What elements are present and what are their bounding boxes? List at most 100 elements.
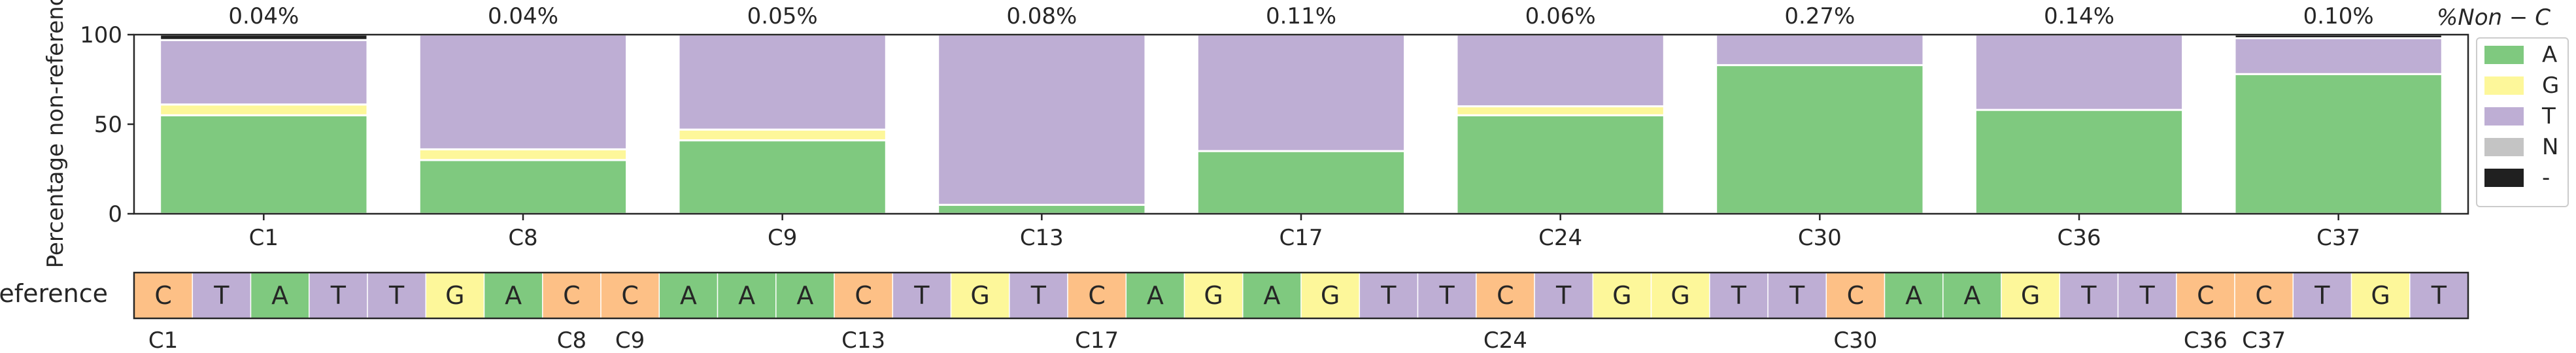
reference-base-letter: C [563, 281, 581, 310]
bar-segment-C13-A [937, 203, 1147, 215]
reference-base-cell [1359, 272, 1419, 319]
reference-base-cell [1300, 272, 1361, 319]
reference-base-letter: G [445, 281, 464, 310]
reference-base-cell [1125, 272, 1185, 319]
reference-base-letter: C [154, 281, 172, 310]
bar-segment-C1-G [159, 103, 369, 116]
position-marker-label: C36 [2184, 328, 2228, 353]
position-marker-label: C30 [1833, 328, 1877, 353]
x-tick-label: C30 [1798, 225, 1842, 251]
legend-label: G [2542, 73, 2559, 99]
reference-base-letter: A [1905, 281, 1922, 310]
bar-segment-C24-A [1455, 114, 1665, 215]
reference-base-letter: G [970, 281, 989, 310]
reference-base-cell [2409, 272, 2469, 319]
position-marker-label: C17 [1075, 328, 1119, 353]
x-tick-label: C37 [2316, 225, 2360, 251]
position-markers: C1 C8 C9 C13 C17 C24 C30 C36 C37 [148, 328, 2286, 353]
bar-segment-C37-T [2233, 37, 2443, 75]
bar-segment-C9-A [677, 139, 887, 215]
reference-base-cell [834, 272, 894, 319]
reference-base-letter: T [2139, 281, 2155, 310]
reference-base-cell [2001, 272, 2061, 319]
top-percent-label: 0.04% [228, 3, 299, 29]
bar-segment-C8-T [418, 33, 628, 150]
reference-base-letter: C [1847, 281, 1865, 310]
bar-segment-C8-A [418, 159, 628, 215]
legend-swatch [2484, 138, 2524, 156]
x-tick-label: C13 [1020, 225, 1064, 251]
bar-segment-C30-T [1715, 33, 1925, 67]
reference-base-cell [192, 272, 252, 319]
reference-base-letter: T [213, 281, 229, 310]
reference-base-letter: T [388, 281, 405, 310]
reference-base-letter: A [505, 281, 522, 310]
y-tick-label: 100 [80, 22, 122, 48]
legend-swatch [2484, 169, 2524, 187]
reference-base-letter: G [1204, 281, 1223, 310]
reference-base-letter: A [1963, 281, 1980, 310]
x-tick-label: C9 [768, 225, 797, 251]
reference-base-cell [1009, 272, 1068, 319]
top-percent-label: 0.27% [1784, 3, 1855, 29]
reference-frame [133, 271, 2469, 320]
bar-segment-C8-G [418, 148, 628, 161]
reference-base-letter: T [1555, 281, 1572, 310]
top-percent-label: 0.06% [1525, 3, 1596, 29]
legend-label: - [2542, 165, 2550, 191]
position-marker-label: C9 [615, 328, 645, 353]
reference-base-letter: T [913, 281, 930, 310]
bar-segment-C17-A [1196, 150, 1406, 215]
x-tick-label: C8 [508, 225, 537, 251]
bar-segment-C30-A [1715, 64, 1925, 215]
reference-base-letter: C [621, 281, 639, 310]
bar-segment-C36-A [1974, 109, 2184, 215]
reference-base-letter: C [855, 281, 872, 310]
reference-base-cell [2059, 272, 2119, 319]
y-axis: 0 50 100 [80, 22, 134, 227]
x-tick-label: C36 [2057, 225, 2101, 251]
reference-base-letter: G [1321, 281, 1340, 310]
y-tick-label: 0 [108, 201, 122, 227]
reference-base-letter: T [1380, 281, 1397, 310]
bar-segment-C17-T [1196, 33, 1406, 152]
legend-label: N [2542, 134, 2558, 160]
reference-base-cell [892, 272, 952, 319]
x-tick-label: C1 [249, 225, 279, 251]
legend-label: T [2541, 103, 2556, 129]
reference-base-letter: G [2021, 281, 2040, 310]
reference-base-cell [483, 272, 543, 319]
top-percent-label: 0.11% [1266, 3, 1336, 29]
reference-base-cell [1242, 272, 1302, 319]
reference-base-cell [1650, 272, 1710, 319]
bar-segment-C9-G [677, 128, 887, 142]
reference-base-letter: T [1731, 281, 1747, 310]
bar-segment-C1-A [159, 114, 369, 215]
position-marker-label: C37 [2242, 328, 2286, 353]
x-axis: C1 C8 C9 C13 C17 C24 C30 C36 C37 [249, 214, 2360, 251]
top-percent-label: 0.08% [1006, 3, 1077, 29]
bars-layer [159, 33, 2443, 215]
reference-base-cell [1534, 272, 1594, 319]
top-percent-label: 0.14% [2044, 3, 2114, 29]
reference-base-letter: C [2197, 281, 2214, 310]
bar-segment-C9-T [677, 33, 887, 131]
reference-base-letter: A [680, 281, 697, 310]
reference-base-letter: A [796, 281, 813, 310]
bar-segment-C24-T [1455, 33, 1665, 108]
reference-base-letter: T [2080, 281, 2097, 310]
reference-base-cell [1884, 272, 1944, 319]
reference-base-cell [250, 272, 310, 319]
reference-base-letter: T [2314, 281, 2330, 310]
legend-swatch [2484, 46, 2524, 64]
legend-swatch [2484, 76, 2524, 95]
bar-segment-C13-T [937, 33, 1147, 206]
reference-base-cell [1067, 272, 1127, 319]
reference-base-letter: C [1497, 281, 1514, 310]
reference-base-letter: A [1263, 281, 1280, 310]
reference-base-letter: T [1438, 281, 1455, 310]
top-percent-label: 0.10% [2303, 3, 2374, 29]
reference-base-letter: G [1670, 281, 1689, 310]
